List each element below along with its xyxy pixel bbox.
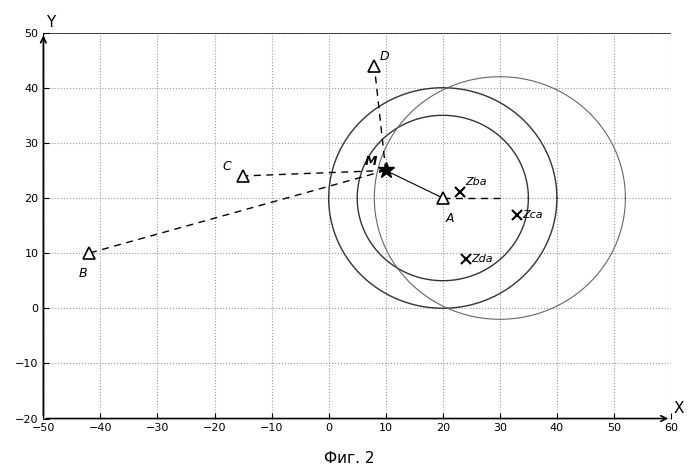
Text: M: M xyxy=(365,155,377,168)
Text: A: A xyxy=(446,212,454,225)
Text: C: C xyxy=(223,160,231,173)
Text: X: X xyxy=(674,401,684,416)
Text: B: B xyxy=(79,267,87,280)
Text: Y: Y xyxy=(46,15,55,30)
Text: Zba: Zba xyxy=(466,177,487,187)
Text: Фиг. 2: Фиг. 2 xyxy=(324,451,375,465)
Text: Zca: Zca xyxy=(523,210,543,219)
Text: D: D xyxy=(380,50,389,63)
Text: Zda: Zda xyxy=(471,253,493,264)
